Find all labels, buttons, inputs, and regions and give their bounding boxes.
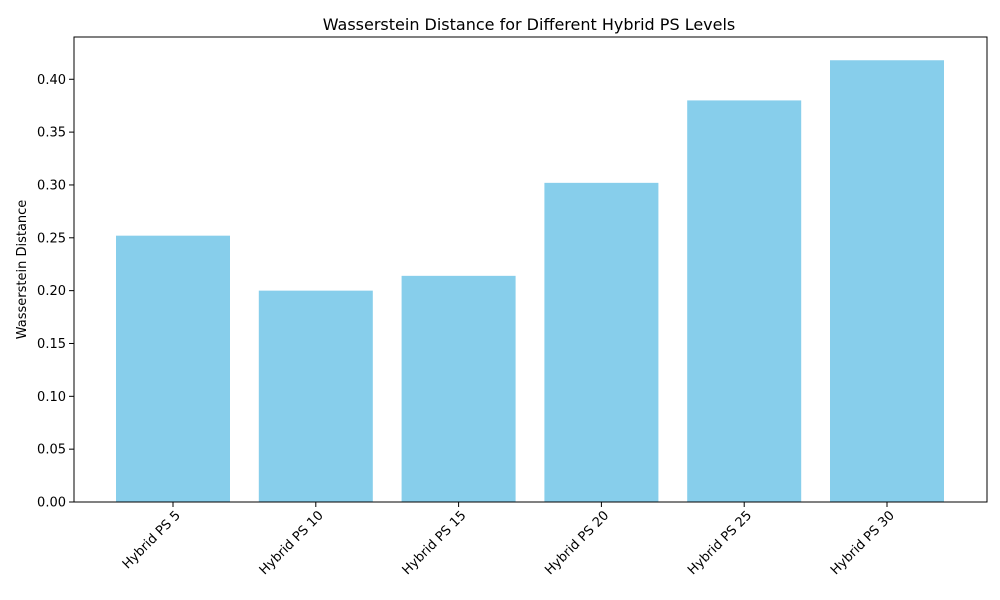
y-tick-label: 0.15 (37, 337, 66, 352)
plot-frame (73, 36, 988, 503)
bar-6 (830, 60, 944, 502)
x-tick-label: Hybrid PS 15 (400, 508, 470, 578)
y-tick-label: 0.20 (37, 284, 66, 299)
y-tick-label: 0.40 (37, 73, 66, 88)
x-tick-label: Hybrid PS 10 (257, 508, 327, 578)
bar-2 (258, 290, 373, 502)
chart-title: Wasserstein Distance for Different Hybri… (323, 15, 736, 34)
bar-4 (544, 182, 659, 502)
y-tick-label: 0.35 (37, 126, 66, 141)
bars-layer (116, 60, 944, 502)
x-tick-label: Hybrid PS 5 (120, 508, 184, 572)
x-axis: Hybrid PS 5 Hybrid PS 10 Hybrid PS 15 Hybri… (120, 502, 898, 578)
y-tick-label: 0.00 (37, 496, 66, 511)
y-tick-label: 0.30 (37, 178, 66, 193)
y-tick-label: 0.05 (37, 443, 66, 458)
bar-3 (401, 275, 516, 502)
y-axis-title: Wasserstein Distance (15, 200, 30, 340)
y-tick-label: 0.25 (37, 231, 66, 246)
bar-5 (687, 100, 802, 502)
x-tick-label: Hybrid PS 30 (828, 508, 898, 578)
x-tick-label: Hybrid PS 20 (542, 508, 612, 578)
y-tick-label: 0.10 (37, 390, 66, 405)
y-axis: 0.00 0.05 0.10 0.15 0.20 0.25 0.30 0.35 0.40 (37, 73, 74, 511)
bar-1 (116, 235, 230, 502)
x-tick-label: Hybrid PS 25 (685, 508, 755, 578)
